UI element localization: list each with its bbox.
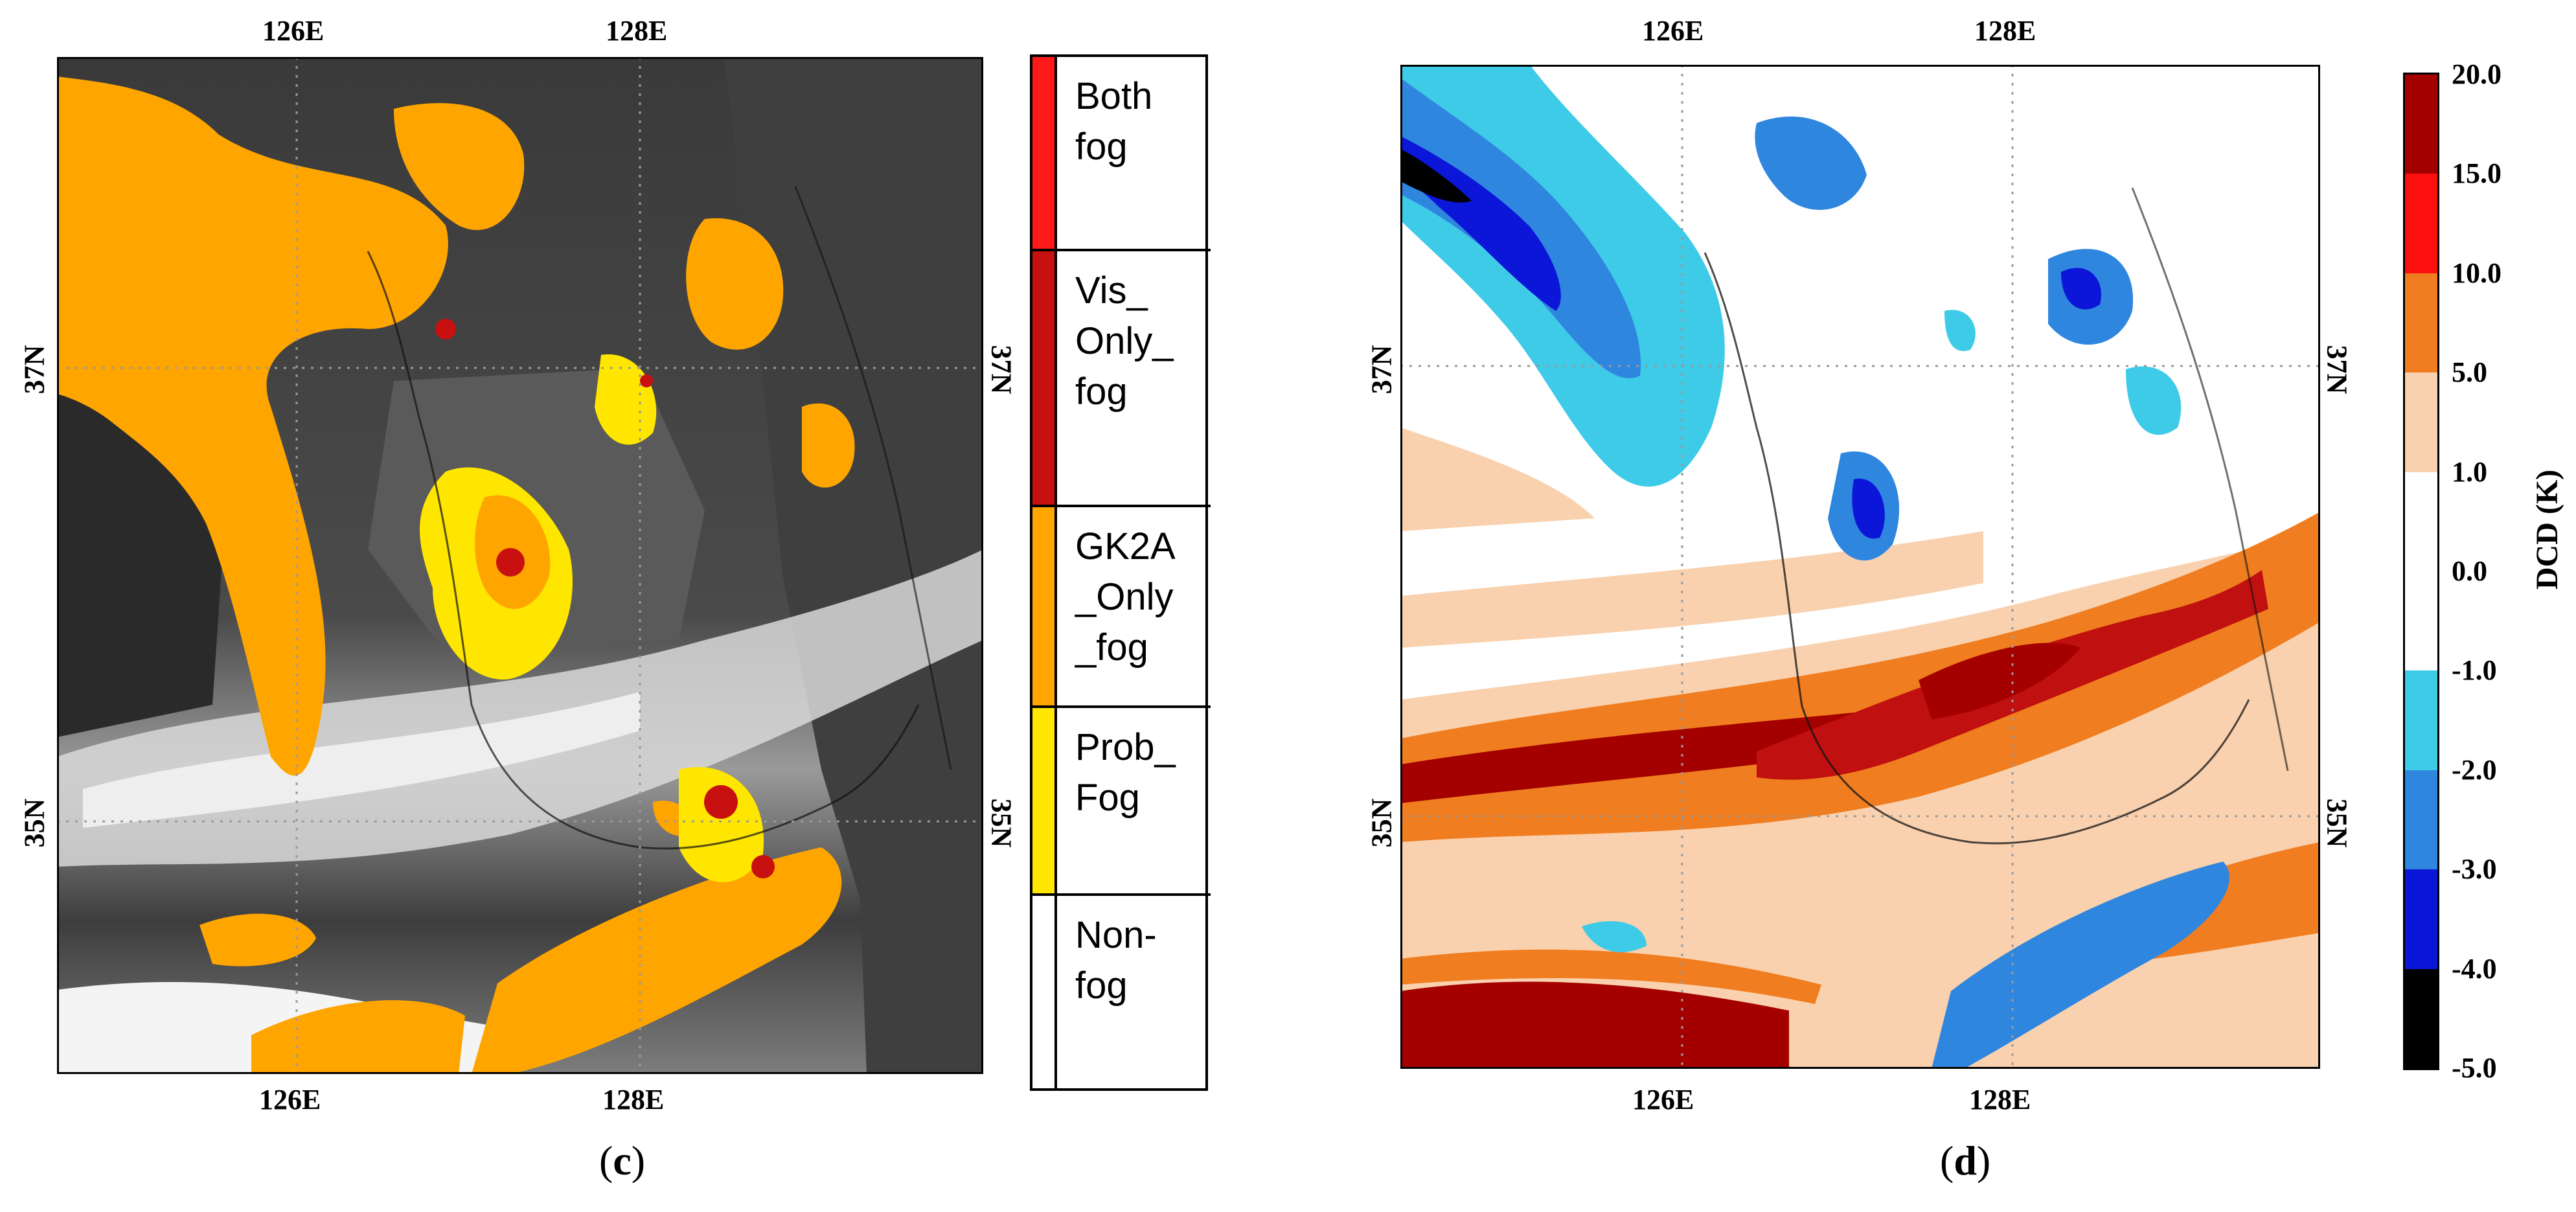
legend-swatch [1032, 896, 1057, 1088]
legend-swatch [1032, 57, 1057, 249]
colorbar-tick-label: 10.0 [2452, 257, 2502, 289]
legend-label: Vis_ Only_ fog [1075, 269, 1174, 413]
panel-d-label: (d) [1940, 1138, 1991, 1183]
panel-c-map-image [57, 57, 983, 1074]
colorbar-title: DCD (K) [2530, 469, 2565, 590]
fog-legend: Both fog Vis_ Only_ fog GK2A _Only _fog … [1030, 54, 1211, 1091]
panel-d-right-lat-tick: 37N [2321, 345, 2353, 394]
colorbar-tick-label: -3.0 [2452, 853, 2497, 886]
panel-c-letter: c [613, 1138, 632, 1183]
panel-c-bottom-lon-tick: 126E [259, 1084, 321, 1115]
panel-c-label: (c) [599, 1138, 646, 1183]
legend-item-prob-fog: Prob_ Fog [1032, 708, 1211, 896]
colorbar-segment [2405, 273, 2437, 373]
legend-swatch [1032, 251, 1057, 505]
panel-d-top-lon-tick: 128E [1974, 15, 2036, 47]
panel-c-bottom-lon-tick: 128E [602, 1084, 665, 1115]
panel-c-left-lat-tick: 37N [18, 345, 51, 394]
colorbar-segment [2405, 571, 2437, 671]
legend-item-both-fog: Both fog [1032, 57, 1211, 251]
colorbar-tick-label: -1.0 [2452, 654, 2497, 687]
colorbar-tick-label: 20.0 [2452, 58, 2502, 90]
panel-c-left-lat-tick: 35N [18, 798, 51, 848]
colorbar-segment [2405, 770, 2437, 870]
legend-swatch [1032, 507, 1057, 705]
panel-c-right-lat-tick: 37N [985, 345, 1018, 394]
colorbar-tick-label: -5.0 [2452, 1052, 2497, 1084]
panel-d-left-lat-tick: 35N [1365, 798, 1398, 848]
colorbar-tick-label: 5.0 [2452, 356, 2487, 389]
panel-c-map [57, 57, 983, 1074]
dcd-colorbar [2403, 73, 2439, 1070]
colorbar-tick-label: 0.0 [2452, 555, 2487, 587]
legend-item-non-fog: Non- fog [1032, 896, 1211, 1088]
colorbar-tick-label: 15.0 [2452, 157, 2502, 190]
panel-c-top-lon-tick: 126E [262, 15, 325, 47]
colorbar-segment [2405, 372, 2437, 472]
legend-swatch [1032, 708, 1057, 893]
colorbar-tick-label: -4.0 [2452, 952, 2497, 985]
panel-d-top-lon-tick: 126E [1642, 15, 1704, 47]
legend-item-vis-only-fog: Vis_ Only_ fog [1032, 251, 1211, 507]
panel-d-right-lat-tick: 35N [2321, 798, 2353, 848]
panel-c-right-lat-tick: 35N [985, 798, 1018, 848]
colorbar-segments [2405, 74, 2437, 1068]
colorbar-segment [2405, 174, 2437, 273]
panel-d-left-lat-tick: 37N [1365, 345, 1398, 394]
legend-label: Non- fog [1075, 914, 1157, 1007]
panel-d-letter: d [1954, 1138, 1977, 1183]
legend-item-gk2a-only-fog: GK2A _Only _fog [1032, 507, 1211, 708]
colorbar-segment [2405, 670, 2437, 770]
panel-d-map [1400, 65, 2320, 1069]
colorbar-segment [2405, 968, 2437, 1068]
colorbar-segment [2405, 869, 2437, 969]
colorbar-tick-label: 1.0 [2452, 455, 2487, 488]
colorbar-segment [2405, 472, 2437, 571]
legend-label: GK2A _Only _fog [1075, 525, 1176, 669]
panel-d-bottom-lon-tick: 128E [1969, 1084, 2031, 1115]
panel-c-top-lon-tick: 128E [606, 15, 668, 47]
panel-d-map-image [1400, 65, 2320, 1069]
colorbar-tick-label: -2.0 [2452, 753, 2497, 786]
panel-d-bottom-lon-tick: 126E [1632, 1084, 1694, 1115]
legend-label: Prob_ Fog [1075, 726, 1176, 819]
legend-label: Both fog [1075, 75, 1153, 168]
colorbar-segment [2405, 74, 2437, 174]
